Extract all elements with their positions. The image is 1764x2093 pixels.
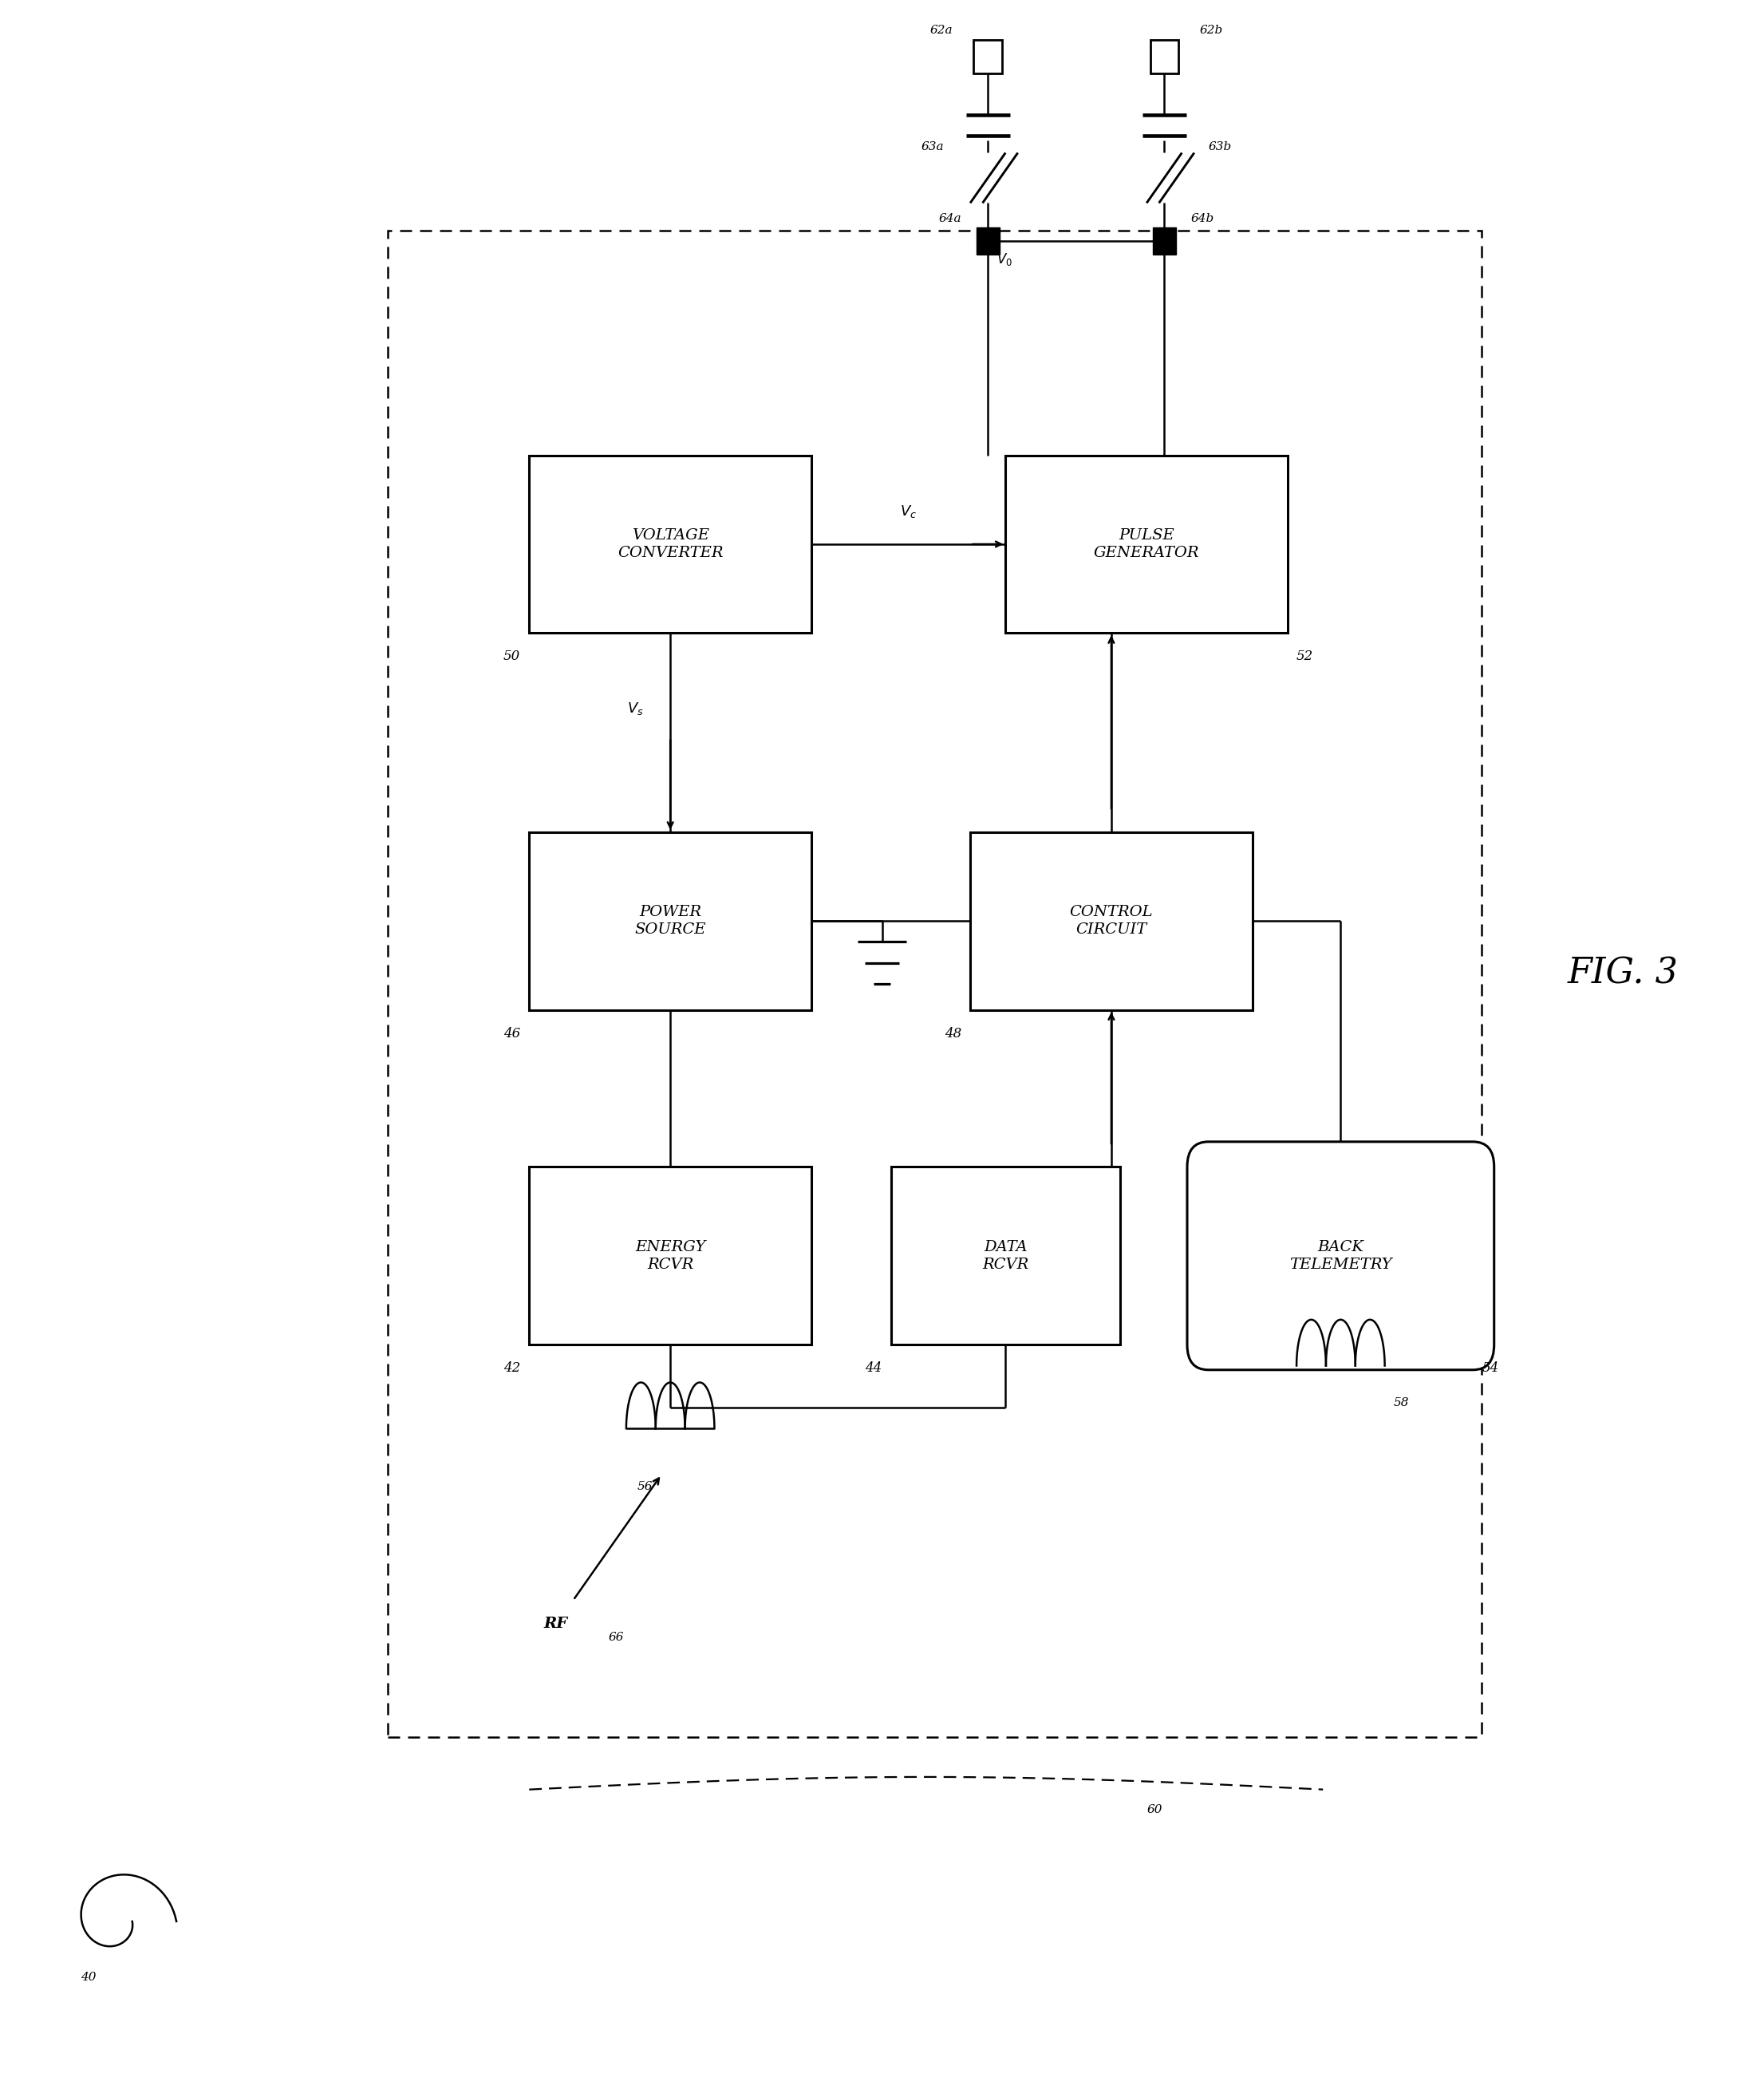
Text: $V_0$: $V_0$: [997, 251, 1013, 268]
Text: 42: 42: [503, 1363, 520, 1375]
Text: 54: 54: [1482, 1363, 1499, 1375]
Text: DATA
RCVR: DATA RCVR: [983, 1239, 1028, 1273]
Bar: [529, 1168, 811, 1346]
Text: POWER
SOURCE: POWER SOURCE: [635, 904, 706, 938]
Text: $V_s$: $V_s$: [628, 701, 644, 716]
Bar: [891, 1168, 1120, 1346]
Text: 40: 40: [81, 1972, 95, 1982]
Text: 64b: 64b: [1191, 213, 1214, 224]
Text: 62b: 62b: [1200, 25, 1222, 36]
Text: ENERGY
RCVR: ENERGY RCVR: [635, 1239, 706, 1273]
Text: 64a: 64a: [938, 213, 961, 224]
Bar: [1005, 456, 1288, 634]
Text: $V_c$: $V_c$: [900, 502, 917, 519]
Text: 60: 60: [1147, 1804, 1162, 1815]
Text: 62a: 62a: [930, 25, 953, 36]
Bar: [974, 40, 1002, 73]
Bar: [970, 833, 1252, 1011]
Text: BACK
TELEMETRY: BACK TELEMETRY: [1289, 1239, 1392, 1273]
Text: VOLTAGE
CONVERTER: VOLTAGE CONVERTER: [617, 527, 723, 561]
Text: 58: 58: [1394, 1398, 1409, 1409]
Text: 48: 48: [944, 1028, 961, 1040]
Text: 46: 46: [503, 1028, 520, 1040]
Text: PULSE
GENERATOR: PULSE GENERATOR: [1094, 527, 1200, 561]
Bar: [529, 833, 811, 1011]
Text: 66: 66: [609, 1633, 624, 1643]
Bar: [1154, 226, 1177, 255]
FancyBboxPatch shape: [1187, 1143, 1494, 1371]
Text: 44: 44: [864, 1363, 882, 1375]
Text: FIG. 3: FIG. 3: [1568, 957, 1678, 990]
Text: 52: 52: [1297, 651, 1314, 663]
Text: 63a: 63a: [921, 140, 944, 153]
Text: CONTROL
CIRCUIT: CONTROL CIRCUIT: [1069, 904, 1154, 938]
Bar: [529, 456, 811, 634]
Bar: [388, 230, 1482, 1737]
Text: 63b: 63b: [1208, 140, 1231, 153]
Text: 50: 50: [503, 651, 520, 663]
Bar: [977, 226, 1000, 255]
Text: RF: RF: [543, 1618, 568, 1630]
Text: 56: 56: [637, 1482, 653, 1492]
Bar: [1150, 40, 1178, 73]
